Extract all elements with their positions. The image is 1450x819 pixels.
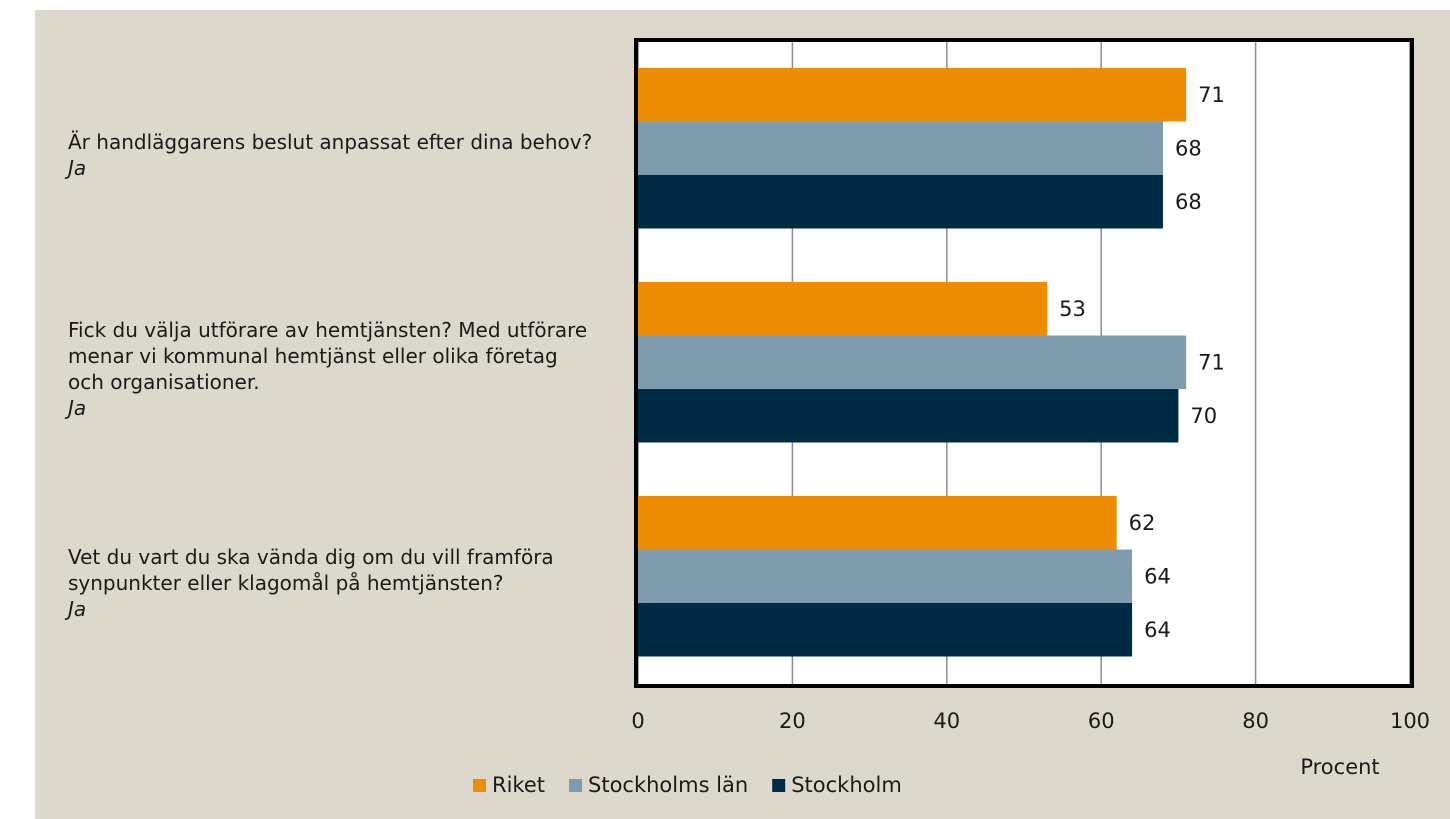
legend-label: Stockholm xyxy=(791,773,902,797)
x-tick-label: 60 xyxy=(1088,709,1115,733)
answer: Ja xyxy=(68,156,87,180)
bar xyxy=(638,335,1187,389)
value-label: 68 xyxy=(1175,136,1202,160)
legend-swatch xyxy=(772,779,786,792)
bar xyxy=(638,175,1163,229)
bar xyxy=(638,68,1187,122)
category-label: Är handläggarens beslut anpassat efter d… xyxy=(68,129,598,181)
bar xyxy=(638,121,1163,175)
category-label: Fick du välja utförare av hemtjänsten? M… xyxy=(68,317,598,421)
legend-label: Riket xyxy=(492,773,545,797)
x-tick-label: 20 xyxy=(779,709,806,733)
value-label: 53 xyxy=(1059,297,1086,321)
x-tick-label: 0 xyxy=(631,709,644,733)
bar xyxy=(638,549,1133,603)
answer: Ja xyxy=(68,396,87,420)
x-axis-label: Procent xyxy=(1300,755,1379,779)
bar xyxy=(638,389,1179,443)
value-label: 71 xyxy=(1198,83,1225,107)
legend-swatch xyxy=(473,779,486,792)
value-label: 70 xyxy=(1190,404,1217,428)
bar xyxy=(638,603,1133,657)
question: Vet du vart du ska vända dig om du vill … xyxy=(68,545,554,595)
question: Är handläggarens beslut anpassat efter d… xyxy=(68,130,593,154)
value-label: 64 xyxy=(1144,618,1171,642)
x-tick-label: 80 xyxy=(1242,709,1269,733)
value-label: 64 xyxy=(1144,564,1171,588)
value-label: 68 xyxy=(1175,190,1202,214)
question: Fick du välja utförare av hemtjänsten? M… xyxy=(68,318,588,394)
value-label: 71 xyxy=(1198,350,1225,374)
legend-swatch xyxy=(569,779,582,792)
category-label: Vet du vart du ska vända dig om du vill … xyxy=(68,544,598,622)
answer: Ja xyxy=(68,597,87,621)
legend-label: Stockholms län xyxy=(588,773,748,797)
plot-border xyxy=(634,38,1414,688)
bar xyxy=(638,496,1117,550)
x-tick-label: 100 xyxy=(1390,709,1430,733)
x-tick-label: 40 xyxy=(933,709,960,733)
bar xyxy=(638,282,1048,336)
value-label: 62 xyxy=(1129,511,1156,535)
